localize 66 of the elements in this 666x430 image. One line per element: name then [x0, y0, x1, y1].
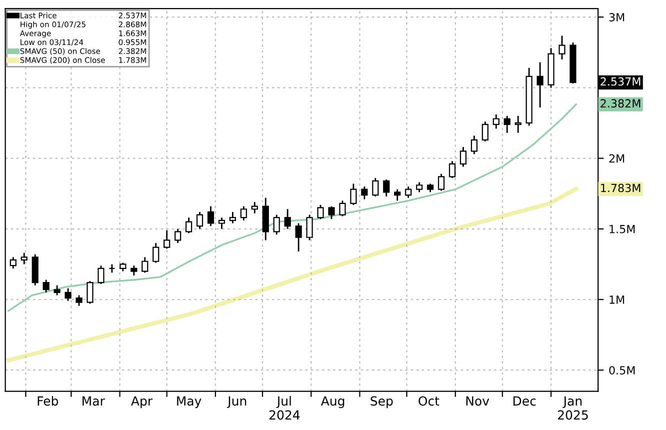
candlestick: [142, 256, 148, 274]
candlestick: [405, 186, 412, 199]
x-tick-label: Oct: [418, 396, 440, 406]
candlestick: [460, 146, 467, 168]
candlestick: [196, 211, 204, 230]
candlestick: [482, 120, 488, 142]
candlestick: [394, 188, 401, 202]
candlestick: [152, 242, 160, 264]
candlestick: [207, 206, 214, 227]
candlestick: [339, 200, 346, 217]
candlestick: [86, 280, 94, 304]
candlestick: [273, 214, 280, 236]
candlestick: [438, 173, 445, 192]
candlestick: [350, 183, 357, 206]
x-tick-label: Nov: [466, 396, 490, 406]
x-tick-label: May: [177, 396, 202, 408]
y-tick-label: 2M: [609, 154, 624, 163]
candlestick: [98, 264, 104, 285]
candlestick: [218, 216, 226, 230]
y-tick-label: 0.5M: [609, 366, 635, 374]
candlestick: [54, 284, 60, 296]
candlestick: [295, 222, 302, 252]
line-series: [8, 104, 577, 312]
candlestick: [383, 178, 390, 198]
candlestick: [514, 115, 522, 134]
candlestick: [130, 264, 138, 276]
candlestick: [558, 35, 566, 60]
x-tick-label: Dec: [514, 396, 536, 406]
candlestick: [64, 288, 72, 302]
annotation: 1.783M: [601, 184, 640, 192]
candlestick: [317, 204, 324, 220]
y-tick-label: 1.5M: [610, 225, 635, 234]
x-tick-label: Jan 2025: [558, 396, 588, 420]
candlestick: [306, 214, 313, 241]
candlestick: [164, 230, 170, 250]
y-tick-label: 1M: [610, 296, 624, 304]
x-tick-label: Sep: [370, 396, 393, 408]
x-tick-label: Feb: [38, 396, 58, 406]
candlestick: [251, 201, 258, 214]
y-tick-label: 3M: [609, 13, 624, 22]
x-tick-label: Aug: [320, 396, 344, 408]
candlestick: [372, 177, 379, 198]
x-tick-label: Mar: [82, 396, 105, 406]
candlestick: [10, 256, 16, 270]
annotation: 2.382M: [600, 99, 640, 108]
candlestick: [174, 228, 182, 244]
candlestick: [284, 208, 291, 230]
candlestick: [470, 135, 478, 155]
annotation: 2.537M: [600, 77, 640, 86]
candlestick: [504, 115, 510, 134]
candlestick: [229, 211, 236, 224]
line-series: [6, 186, 578, 362]
candlestick: [20, 252, 28, 265]
x-tick-label: Jun: [226, 396, 246, 408]
candlestick: [448, 160, 456, 179]
candlestick: [240, 206, 247, 222]
x-tick-label: Apr: [131, 396, 153, 408]
candlestick: [416, 182, 423, 193]
x-tick-label: Jul 2024: [269, 396, 300, 420]
candlestick: [328, 206, 335, 220]
candlestick: [536, 62, 544, 108]
candlestick: [76, 294, 82, 307]
candlestick: [42, 279, 50, 294]
candlestick: [185, 216, 192, 234]
candlestick: [361, 186, 368, 200]
candlestick: [492, 114, 500, 130]
